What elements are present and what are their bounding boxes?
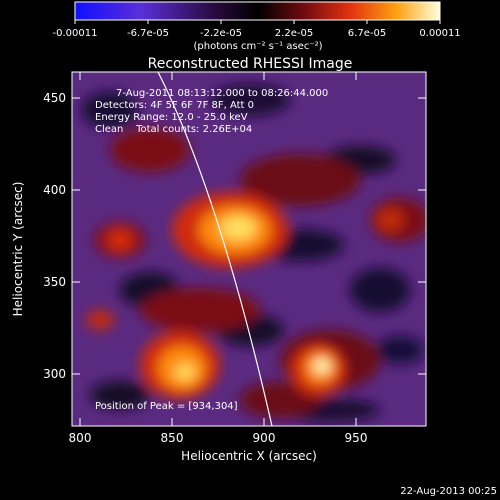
y-tick-label: 450: [43, 91, 66, 105]
peak-position-text: Position of Peak = [934,304]: [95, 401, 238, 412]
colorbar-tick-label: -2.2e-05: [200, 28, 242, 39]
colorbar-tick-label: -6.7e-05: [127, 28, 169, 39]
time-range-text: 7-Aug-2011 08:13:12.000 to 08:26:44.000: [116, 88, 328, 99]
solar-limb-curve: [157, 72, 273, 426]
x-axis-label: Heliocentric X (arcsec): [181, 449, 317, 463]
y-tick-label: 400: [43, 183, 66, 197]
rhessi-image: [72, 72, 426, 426]
clean-text: Clean Total counts: 2.26E+04: [95, 124, 252, 135]
colorbar-tick-label: 0.00011: [419, 28, 460, 39]
y-tick-label: 300: [43, 367, 66, 381]
colorbar-tick-label: 2.2e-05: [275, 28, 313, 39]
energy-range-text: Energy Range: 12.0 - 25.0 keV: [95, 112, 248, 123]
colorbar-tick-label: -0.00011: [53, 28, 98, 39]
x-tick-label: 900: [253, 431, 276, 445]
colorbar-unit-label: (photons cm⁻² s⁻¹ asec⁻²): [193, 41, 322, 52]
y-tick-label: 350: [43, 275, 66, 289]
observation-info: 7-Aug-2011 08:13:12.000 to 08:26:44.000 …: [95, 88, 328, 412]
x-tick-label: 800: [69, 431, 92, 445]
x-tick-label: 950: [345, 431, 368, 445]
colorbar: -0.00011 -6.7e-05 -2.2e-05 2.2e-05 6.7e-…: [53, 1, 461, 52]
x-tick-label: 850: [161, 431, 184, 445]
plot-frame: [71, 71, 427, 427]
colorbar-gradient: [74, 1, 441, 21]
colorbar-tick-label: 6.7e-05: [348, 28, 386, 39]
footer-date: 22-Aug-2013 00:25: [400, 486, 497, 497]
y-axis-label: Heliocentric Y (arcsec): [11, 182, 25, 317]
detectors-text: Detectors: 4F 5F 6F 7F 8F, Att 0: [95, 100, 254, 111]
plot-title: Reconstructed RHESSI Image: [148, 56, 353, 72]
